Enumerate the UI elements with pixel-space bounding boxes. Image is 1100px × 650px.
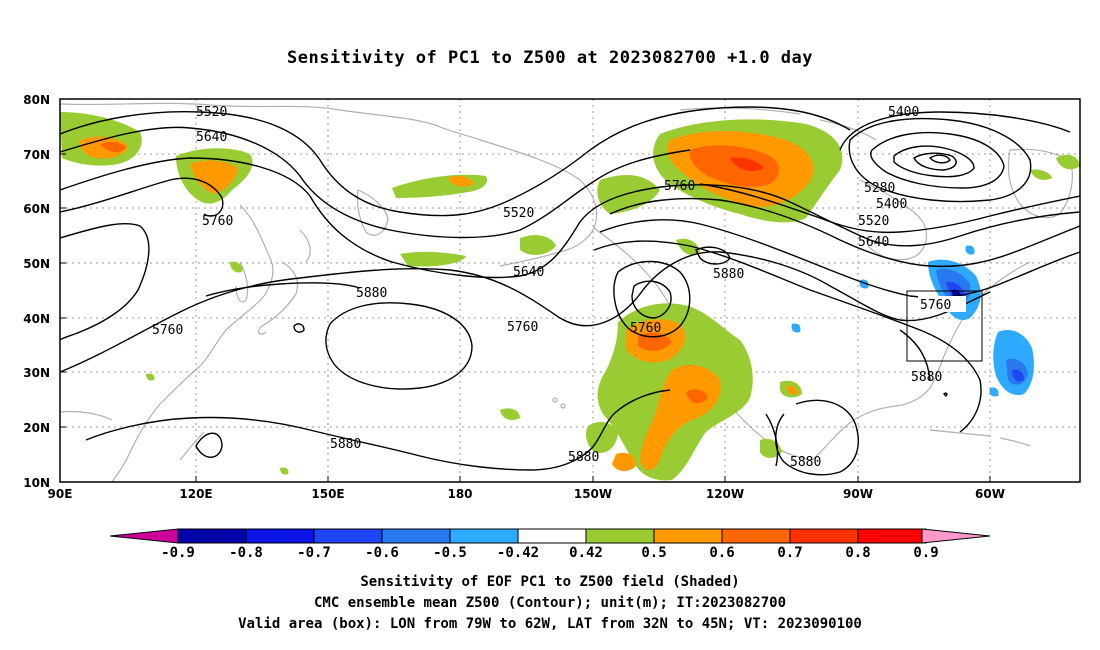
colorbar-labels: -0.9 -0.8 -0.7 -0.6 -0.5 -0.42 0.42 0.5 …: [161, 545, 939, 561]
positive-sensitivity-shading: [60, 112, 1080, 481]
contour-label: 5400: [876, 197, 907, 212]
colorbar-label: -0.9: [161, 545, 195, 561]
colorbar-segment: [313, 528, 383, 544]
colorbar-label: -0.6: [365, 545, 399, 561]
colorbar-segments: [177, 528, 927, 544]
colorbar-label: 0.42: [569, 545, 603, 561]
axis-ticks: [60, 98, 991, 483]
valid-area-box: [906, 290, 983, 362]
contour-label: 5880: [713, 267, 744, 282]
colorbar-low-extend: [109, 528, 179, 544]
lon-label: 60W: [975, 487, 1005, 501]
lon-label: 150W: [574, 487, 612, 501]
lon-label: 120W: [706, 487, 744, 501]
caption-line-2: CMC ensemble mean Z500 (Contour); unit(m…: [313, 595, 786, 611]
map-border: [59, 98, 1081, 483]
colorbar-segment: [517, 528, 587, 544]
lat-label: 50N: [23, 257, 50, 271]
contour-label: 5880: [356, 286, 387, 301]
lat-label: 10N: [23, 476, 50, 490]
lat-label: 30N: [23, 366, 50, 380]
contour-label: 5760: [664, 179, 695, 194]
colorbar-segment: [449, 528, 519, 544]
colorbar-label: 0.9: [913, 545, 938, 561]
caption-line-3: Valid area (box): LON from 79W to 62W, L…: [238, 616, 862, 632]
contour-label-5760-box: 5760: [920, 298, 951, 313]
contour-label: 5760: [507, 320, 538, 335]
z500-contours: [60, 106, 1080, 476]
contour-label: 5520: [503, 206, 534, 221]
colorbar-label: 0.7: [777, 545, 802, 561]
lon-label: 120E: [179, 487, 212, 501]
colorbar-segment: [653, 528, 723, 544]
colorbar-label: 0.5: [641, 545, 666, 561]
contour-label: 5520: [196, 105, 227, 120]
colorbar-high-extend: [921, 528, 991, 544]
colorbar-segment: [721, 528, 791, 544]
contour-label: 5880: [568, 450, 599, 465]
caption-line-1: Sensitivity of EOF PC1 to Z500 field (Sh…: [360, 574, 740, 590]
contour-label: 5760: [202, 214, 233, 229]
longitude-labels: 90E 120E 150E 180 150W 120W 90W 60W: [48, 487, 1005, 501]
contour-label: 5640: [196, 130, 227, 145]
colorbar-label: -0.5: [433, 545, 467, 561]
contour-label-box: [918, 296, 966, 312]
colorbar-segment: [585, 528, 655, 544]
latitude-labels: 80N 70N 60N 50N 40N 30N 20N 10N: [23, 93, 50, 490]
lon-label: 150E: [311, 487, 344, 501]
colorbar: -0.9 -0.8 -0.7 -0.6 -0.5 -0.42 0.42 0.5 …: [109, 528, 991, 561]
colorbar-segment: [381, 528, 451, 544]
lon-label: 90E: [48, 487, 73, 501]
contour-label: 5760: [152, 323, 183, 338]
contour-labels: 5520 5640 5760 5520 5640 5760 5880 5760 …: [152, 105, 942, 470]
colorbar-label: -0.7: [297, 545, 331, 561]
contour-label: 5880: [790, 455, 821, 470]
map-title: Sensitivity of PC1 to Z500 at 2023082700…: [286, 48, 813, 68]
contour-label: 5520: [858, 214, 889, 229]
contour-label: 5880: [911, 370, 942, 385]
caption: Sensitivity of EOF PC1 to Z500 field (Sh…: [0, 572, 1100, 635]
contour-label: 5640: [513, 265, 544, 280]
colorbar-label: -0.8: [229, 545, 263, 561]
colorbar-segment: [177, 528, 247, 544]
lat-label: 80N: [23, 93, 50, 107]
contour-label: 5760: [630, 321, 661, 336]
colorbar-segment: [245, 528, 315, 544]
colorbar-label: -0.42: [497, 545, 539, 561]
colorbar-segment: [857, 528, 927, 544]
contour-label: 5880: [330, 437, 361, 452]
lat-label: 20N: [23, 421, 50, 435]
colorbar-label: 0.6: [709, 545, 734, 561]
lat-label: 60N: [23, 202, 50, 216]
contour-label: 5280: [864, 181, 895, 196]
lat-label: 70N: [23, 148, 50, 162]
lat-label: 40N: [23, 312, 50, 326]
lon-label: 180: [447, 487, 472, 501]
colorbar-label: 0.8: [845, 545, 870, 561]
contour-label: 5640: [858, 235, 889, 250]
contour-label: 5400: [888, 105, 919, 120]
colorbar-segment: [789, 528, 859, 544]
lon-label: 90W: [843, 487, 873, 501]
